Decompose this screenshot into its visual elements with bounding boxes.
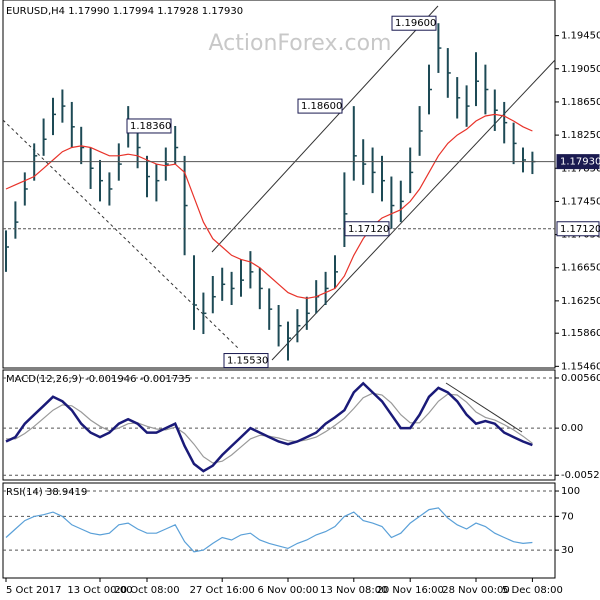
y-tick-label: 1.19050 bbox=[561, 64, 600, 75]
x-tick-label: 5 Oct 2017 bbox=[6, 585, 61, 596]
annotation-box bbox=[297, 98, 343, 114]
y-tick-label: 1.15860 bbox=[561, 328, 600, 339]
y-tick-label: 0.005607 bbox=[561, 373, 600, 384]
annotation-label: 1.19600 bbox=[395, 18, 436, 29]
annotation-box bbox=[223, 353, 269, 369]
series-line bbox=[5, 507, 533, 553]
x-tick-label: 13 Nov 08:00 bbox=[320, 585, 387, 596]
price-label: 1.17930 bbox=[560, 157, 600, 168]
annotation-label: 1.18600 bbox=[301, 101, 342, 112]
price-label-box bbox=[556, 221, 600, 237]
price-title: EURUSD,H4 1.17990 1.17994 1.17928 1.1793… bbox=[6, 6, 243, 17]
x-tick-label: 6 Nov 00:00 bbox=[257, 585, 318, 596]
rsi-title: RSI(14) 38.9419 bbox=[6, 487, 87, 498]
y-tick-label: 1.16650 bbox=[561, 263, 600, 274]
y-tick-label: 1.19450 bbox=[561, 31, 600, 42]
channel-line bbox=[211, 5, 439, 253]
rsi-panel bbox=[2, 482, 556, 579]
y-tick-label: 1.17450 bbox=[561, 196, 600, 207]
annotation-box bbox=[391, 15, 437, 31]
y-tick-label: 1.15460 bbox=[561, 361, 600, 372]
y-tick-label: 1.16250 bbox=[561, 296, 600, 307]
annotation-label: 1.17120 bbox=[348, 224, 389, 235]
y-tick-label: 0.00 bbox=[561, 423, 583, 434]
x-tick-label: 27 Oct 16:00 bbox=[190, 585, 255, 596]
x-tick-label: 20 Oct 08:00 bbox=[114, 585, 179, 596]
y-tick-label: 100 bbox=[561, 486, 580, 497]
series-line bbox=[5, 381, 533, 473]
trend-line bbox=[2, 119, 239, 349]
y-tick-label: 1.18250 bbox=[561, 130, 600, 141]
series-line bbox=[5, 113, 533, 300]
annotation-label: 1.18360 bbox=[130, 121, 171, 132]
y-tick-label: 70 bbox=[561, 511, 574, 522]
price-label: 1.17120 bbox=[560, 224, 600, 235]
x-tick-label: 20 Nov 16:00 bbox=[376, 585, 443, 596]
x-tick-label: 28 Nov 00:00 bbox=[442, 585, 509, 596]
price-panel bbox=[2, 0, 556, 369]
annotation-label: 1.15530 bbox=[227, 356, 268, 367]
watermark: ActionForex.com bbox=[209, 31, 392, 56]
x-tick-label: 5 Dec 08:00 bbox=[502, 585, 563, 596]
y-tick-label: 30 bbox=[561, 545, 574, 556]
annotation-box bbox=[126, 118, 172, 134]
annotation-box bbox=[344, 221, 390, 237]
y-tick-label: 1.18650 bbox=[561, 97, 600, 108]
x-tick-label: 13 Oct 00:00 bbox=[67, 585, 132, 596]
y-tick-label: -0.005267 bbox=[561, 470, 600, 481]
macd-title: MACD(12,26,9) -0.001946 -0.001735 bbox=[6, 374, 191, 385]
macd-trend-line bbox=[445, 382, 523, 433]
channel-line bbox=[271, 59, 556, 361]
price-label-box bbox=[556, 154, 600, 170]
macd-panel bbox=[2, 369, 556, 481]
